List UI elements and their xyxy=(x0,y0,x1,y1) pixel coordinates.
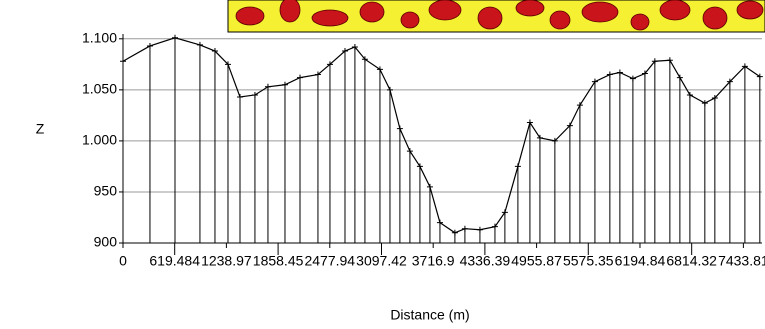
x-tick-label: 7433.81 xyxy=(718,253,765,269)
y-tick-label: 1.050 xyxy=(82,81,117,97)
x-tick-label: 619.484 xyxy=(149,253,200,269)
x-tick-label: 1238.97 xyxy=(201,253,252,269)
x-axis-label: Distance (m) xyxy=(390,307,469,323)
x-tick-label: 6194.84 xyxy=(615,253,666,269)
chart: Z Distance (m) 900 950 1.000 1.050 1.100 0 619… xyxy=(0,0,765,329)
profile-line xyxy=(123,38,760,233)
map-thumbnail xyxy=(228,0,765,32)
x-tick-label: 4336.39 xyxy=(460,253,511,269)
x-tick-label: 4955.87 xyxy=(511,253,562,269)
x-tick-label: 2477.94 xyxy=(304,253,355,269)
x-tick-label: 0 xyxy=(119,253,127,269)
y-tick-label: 950 xyxy=(94,183,118,199)
x-tick-label: 3716.9 xyxy=(412,253,455,269)
x-tick-label: 3097.42 xyxy=(356,253,407,269)
y-tick-label: 1.000 xyxy=(82,132,117,148)
x-tick-label: 5575.35 xyxy=(563,253,614,269)
x-tick-label: 6814.32 xyxy=(666,253,717,269)
y-axis-label: Z xyxy=(36,121,45,137)
y-tick-label: 900 xyxy=(94,234,118,250)
y-tick-label: 1.100 xyxy=(82,30,117,46)
x-tick-label: 1858.45 xyxy=(253,253,304,269)
